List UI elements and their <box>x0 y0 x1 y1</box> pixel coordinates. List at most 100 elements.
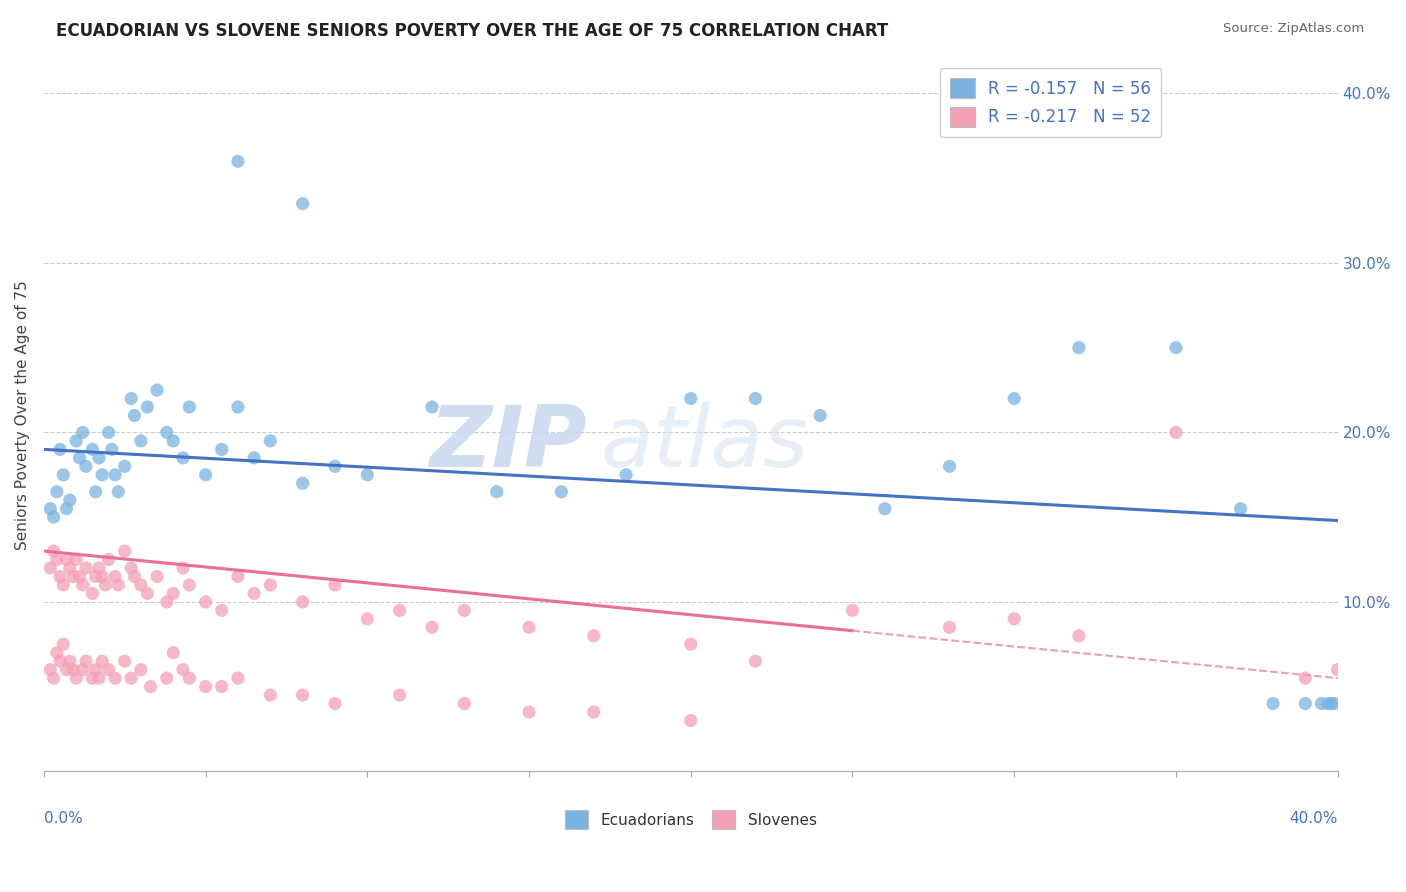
Point <box>42 510 65 524</box>
Point <box>69 569 91 583</box>
Point <box>87 450 110 465</box>
Point <box>243 586 266 600</box>
Text: atlas: atlas <box>600 402 808 485</box>
Point <box>75 654 97 668</box>
Point <box>291 476 314 491</box>
Point <box>356 612 378 626</box>
Point <box>65 434 87 448</box>
Point <box>1067 341 1090 355</box>
Point <box>72 578 94 592</box>
Point <box>75 561 97 575</box>
Point <box>1294 671 1316 685</box>
Point <box>107 484 129 499</box>
Text: ECUADORIAN VS SLOVENE SENIORS POVERTY OVER THE AGE OF 75 CORRELATION CHART: ECUADORIAN VS SLOVENE SENIORS POVERTY OV… <box>56 22 889 40</box>
Point <box>97 425 120 440</box>
Point <box>1323 697 1346 711</box>
Point <box>388 688 411 702</box>
Point <box>744 654 766 668</box>
Point <box>120 671 142 685</box>
Point <box>107 578 129 592</box>
Point <box>42 544 65 558</box>
Point <box>1316 697 1339 711</box>
Point <box>69 450 91 465</box>
Point <box>582 705 605 719</box>
Point <box>1164 341 1187 355</box>
Point <box>87 671 110 685</box>
Point <box>94 578 117 592</box>
Point <box>485 484 508 499</box>
Point <box>550 484 572 499</box>
Point <box>72 663 94 677</box>
Point <box>72 425 94 440</box>
Point <box>453 697 475 711</box>
Text: ZIP: ZIP <box>430 402 588 485</box>
Point <box>453 603 475 617</box>
Point <box>49 654 72 668</box>
Point <box>938 620 960 634</box>
Point <box>97 552 120 566</box>
Point <box>1294 697 1316 711</box>
Point <box>156 425 179 440</box>
Text: Source: ZipAtlas.com: Source: ZipAtlas.com <box>1223 22 1364 36</box>
Point <box>156 595 179 609</box>
Point <box>291 196 314 211</box>
Legend: Ecuadorians, Slovenes: Ecuadorians, Slovenes <box>560 804 823 835</box>
Point <box>1002 612 1025 626</box>
Point <box>55 501 77 516</box>
Point <box>356 467 378 482</box>
Point <box>45 646 67 660</box>
Point <box>1229 501 1251 516</box>
Point <box>129 434 152 448</box>
Point <box>172 561 194 575</box>
Point <box>243 450 266 465</box>
Point <box>120 392 142 406</box>
Point <box>129 663 152 677</box>
Point <box>259 688 281 702</box>
Point <box>873 501 896 516</box>
Point <box>97 663 120 677</box>
Point <box>162 586 184 600</box>
Point <box>226 400 249 414</box>
Point <box>162 646 184 660</box>
Point <box>179 400 201 414</box>
Point <box>1067 629 1090 643</box>
Point <box>211 603 233 617</box>
Point <box>124 569 146 583</box>
Point <box>82 442 104 457</box>
Point <box>82 586 104 600</box>
Point <box>45 552 67 566</box>
Point <box>59 654 82 668</box>
Point <box>259 434 281 448</box>
Point <box>808 409 831 423</box>
Point <box>179 671 201 685</box>
Point <box>55 552 77 566</box>
Point <box>291 595 314 609</box>
Point <box>84 663 107 677</box>
Point <box>226 569 249 583</box>
Point <box>146 569 169 583</box>
Point <box>49 569 72 583</box>
Point <box>259 578 281 592</box>
Point <box>129 578 152 592</box>
Point <box>62 569 84 583</box>
Point <box>614 467 637 482</box>
Point <box>65 552 87 566</box>
Point <box>162 434 184 448</box>
Point <box>104 467 127 482</box>
Point <box>114 459 136 474</box>
Point <box>744 392 766 406</box>
Point <box>172 663 194 677</box>
Point <box>420 400 443 414</box>
Point <box>517 620 540 634</box>
Point <box>52 578 75 592</box>
Point <box>136 586 159 600</box>
Point <box>194 595 217 609</box>
Point <box>120 561 142 575</box>
Point <box>211 680 233 694</box>
Point <box>39 561 62 575</box>
Point <box>194 467 217 482</box>
Point <box>1326 663 1348 677</box>
Point <box>1320 697 1343 711</box>
Point <box>388 603 411 617</box>
Point <box>114 654 136 668</box>
